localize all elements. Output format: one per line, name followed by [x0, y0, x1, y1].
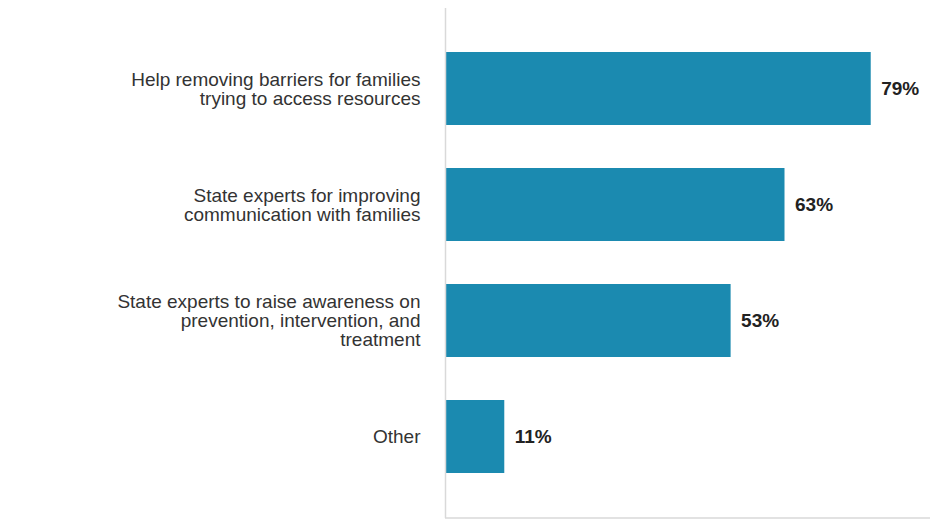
svg-text:11%: 11%: [515, 426, 552, 447]
svg-text:State experts to raise awarene: State experts to raise awareness onpreve…: [117, 291, 421, 350]
svg-text:Other: Other: [373, 426, 421, 447]
svg-text:Help removing barriers for fam: Help removing barriers for familiestryin…: [131, 69, 420, 109]
svg-text:79%: 79%: [881, 78, 919, 99]
svg-text:53%: 53%: [741, 310, 779, 331]
svg-text:State experts for improvingcom: State experts for improvingcommunication…: [184, 185, 421, 225]
svg-text:63%: 63%: [795, 194, 833, 215]
